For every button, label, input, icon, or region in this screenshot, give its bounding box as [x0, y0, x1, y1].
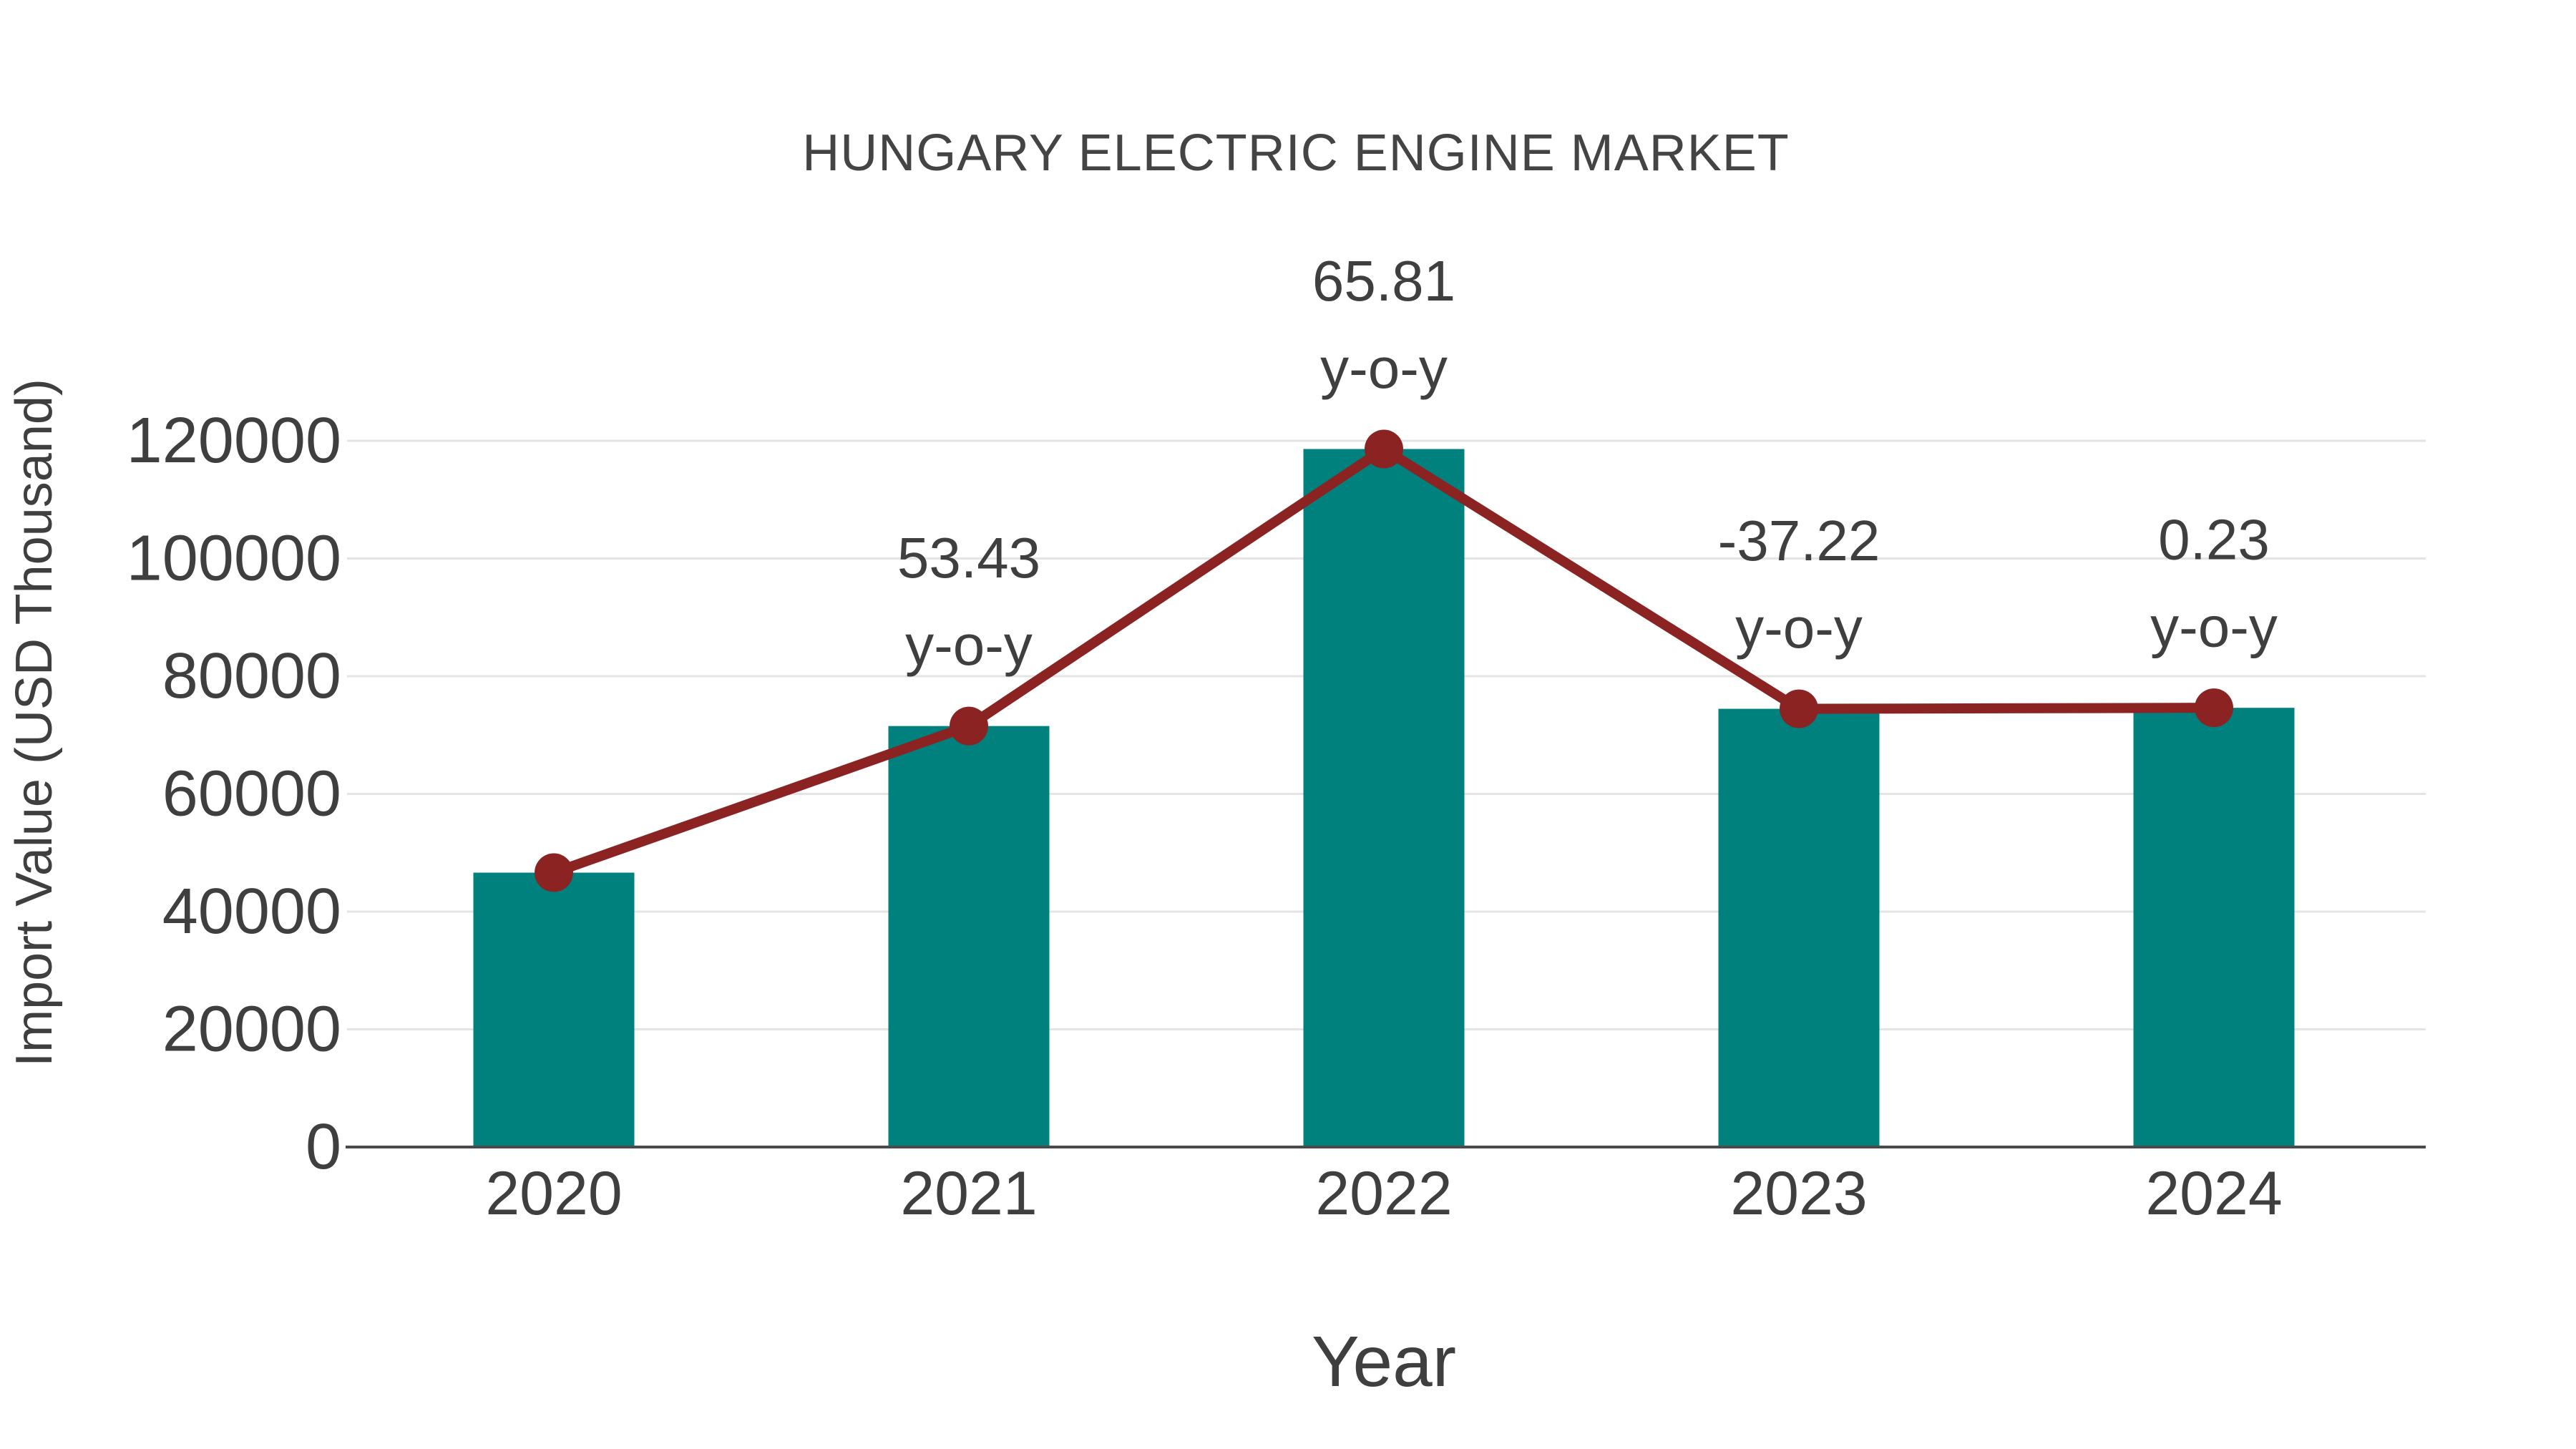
annotation-2024-suffix: y-o-y [2150, 595, 2278, 659]
marker-2024 [2195, 688, 2233, 728]
marker-2020 [535, 853, 573, 892]
y-tick-label-60000: 60000 [162, 758, 341, 830]
bar-2020 [473, 872, 635, 1147]
bar-2022 [1303, 449, 1465, 1147]
x-tick-label-2020: 2020 [485, 1159, 622, 1228]
x-tick-label-2024: 2024 [2145, 1159, 2282, 1228]
y-tick-label-40000: 40000 [162, 876, 341, 947]
bar-2021 [888, 726, 1050, 1147]
y-tick-label-20000: 20000 [162, 994, 341, 1065]
marker-2021 [950, 706, 988, 746]
y-tick-label-0: 0 [306, 1111, 341, 1183]
bar-2024 [2133, 708, 2295, 1147]
marker-2022 [1365, 429, 1403, 469]
y-tick-label-120000: 120000 [127, 405, 341, 477]
x-tick-label-2021: 2021 [900, 1159, 1037, 1228]
x-tick-label-2023: 2023 [1730, 1159, 1867, 1228]
annotation-2022-suffix: y-o-y [1320, 336, 1448, 400]
marker-2023 [1780, 689, 1818, 728]
annotation-2024-value: 0.23 [2158, 508, 2270, 572]
chart-title: HUNGARY ELECTRIC ENGINE MARKET [802, 125, 1790, 182]
annotation-2021-suffix: y-o-y [905, 613, 1033, 677]
y-tick-label-100000: 100000 [127, 523, 341, 595]
annotation-2021-value: 53.43 [897, 526, 1040, 590]
annotation-2023-value: -37.22 [1718, 509, 1880, 572]
annotation-2023-suffix: y-o-y [1735, 596, 1863, 660]
x-tick-label-2022: 2022 [1315, 1159, 1452, 1228]
annotation-2022-value: 65.81 [1312, 249, 1455, 313]
x-axis-title: Year [1311, 1322, 1457, 1402]
bar-2023 [1718, 708, 1880, 1147]
y-tick-label-80000: 80000 [162, 640, 341, 712]
